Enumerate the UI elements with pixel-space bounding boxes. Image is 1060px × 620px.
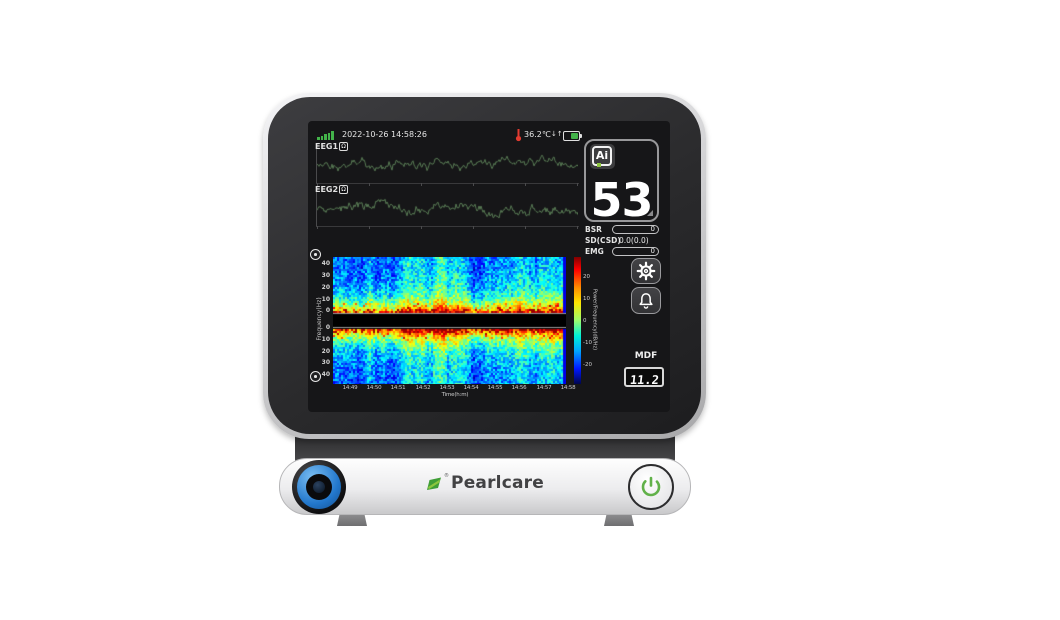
emg-value-field: 0 — [612, 247, 659, 256]
eeg2-label: EEG2 — [315, 185, 339, 194]
device-foot-right — [604, 512, 634, 526]
eeg2-waveform — [316, 192, 579, 229]
colorbar-tick: -20 — [583, 362, 592, 368]
colorbar-tick: 10 — [583, 296, 590, 302]
arrows-updown-icon: ↓↑ — [551, 130, 563, 138]
leaf-icon — [427, 477, 442, 490]
colorbar-tick: -10 — [583, 340, 592, 346]
monitor-body: 2022-10-26 14:58:26 36.2℃ ↓↑ EEG1 Ω — [263, 93, 706, 439]
knob-blue-ring — [297, 465, 341, 509]
knob-center — [306, 474, 332, 500]
y-tick: 0 — [325, 324, 330, 331]
battery-icon — [563, 131, 582, 141]
y-tick: 30 — [321, 359, 330, 366]
bsr-label: BSR — [585, 225, 602, 234]
sd-csd-value: 0.0(0.0) — [619, 236, 649, 245]
y-tick: 30 — [321, 272, 330, 279]
registered-mark: ® — [444, 473, 450, 479]
x-tick: 14:58 — [560, 385, 576, 391]
device-base: ® Pearlcare — [279, 458, 691, 515]
x-tick: 14:54 — [463, 385, 479, 391]
colorbar-tick: 0 — [583, 318, 587, 324]
y-tick: 10 — [321, 296, 330, 303]
x-tick: 14:51 — [390, 385, 406, 391]
dsa-channel2-icon[interactable] — [310, 371, 321, 382]
x-tick: 14:55 — [487, 385, 503, 391]
brand-logo: ® Pearlcare — [280, 473, 690, 493]
power-button[interactable] — [628, 464, 674, 510]
emg-label: EMG — [585, 247, 604, 256]
dsa-colorbar — [574, 257, 581, 384]
rotary-knob[interactable] — [292, 460, 346, 514]
ai-status-dot — [597, 163, 601, 167]
monitor-bezel: 2022-10-26 14:58:26 36.2℃ ↓↑ EEG1 Ω — [268, 97, 701, 434]
depth-index-value: 53 — [590, 173, 653, 227]
x-tick: 14:57 — [536, 385, 552, 391]
settings-button[interactable] — [631, 258, 661, 284]
eeg1-label: EEG1 — [315, 142, 339, 151]
gear-icon — [636, 261, 656, 281]
dsa-xlabel: Time(h:m) — [441, 392, 469, 398]
bell-icon — [639, 292, 653, 309]
y-tick: 20 — [321, 284, 330, 291]
eeg1-waveform — [316, 149, 579, 186]
ai-badge-button[interactable]: Ai — [590, 144, 615, 169]
mdf-label: MDF — [634, 351, 658, 361]
dsa-colorbar-label: Power/Frequency(dB/Hz) — [591, 288, 598, 351]
ai-index-panel: Ai 53 — [584, 139, 659, 227]
corner-mark — [647, 210, 653, 216]
x-tick: 14:50 — [366, 385, 382, 391]
x-tick: 14:52 — [415, 385, 431, 391]
monitor-screen: 2022-10-26 14:58:26 36.2℃ ↓↑ EEG1 Ω — [308, 121, 670, 412]
dsa-spectrogram — [333, 257, 566, 384]
y-tick: 20 — [321, 348, 330, 355]
x-tick: 14:49 — [342, 385, 358, 391]
signal-bars-icon — [317, 131, 334, 140]
thermometer-icon — [515, 129, 522, 142]
y-tick: 0 — [325, 307, 330, 314]
knob-core — [313, 481, 325, 493]
status-datetime: 2022-10-26 14:58:26 — [342, 130, 427, 139]
x-tick: 14:56 — [511, 385, 527, 391]
ai-badge-label: Ai — [592, 146, 612, 166]
device-foot-left — [337, 512, 367, 526]
y-tick: 40 — [321, 371, 330, 378]
mdf-display: 11.2 — [624, 367, 664, 387]
y-tick: 10 — [321, 336, 330, 343]
x-tick: 14:53 — [439, 385, 455, 391]
sd-csd-label: SD(CSD) — [585, 236, 621, 245]
status-temperature: 36.2℃ — [524, 130, 551, 139]
brand-name: Pearlcare — [451, 473, 544, 493]
alarm-button[interactable] — [631, 287, 661, 314]
colorbar-tick: 20 — [583, 274, 590, 280]
bsr-value-field: 0 — [612, 225, 659, 234]
power-icon — [641, 476, 661, 497]
y-tick: 40 — [321, 260, 330, 267]
dsa-channel1-icon[interactable] — [310, 249, 321, 260]
